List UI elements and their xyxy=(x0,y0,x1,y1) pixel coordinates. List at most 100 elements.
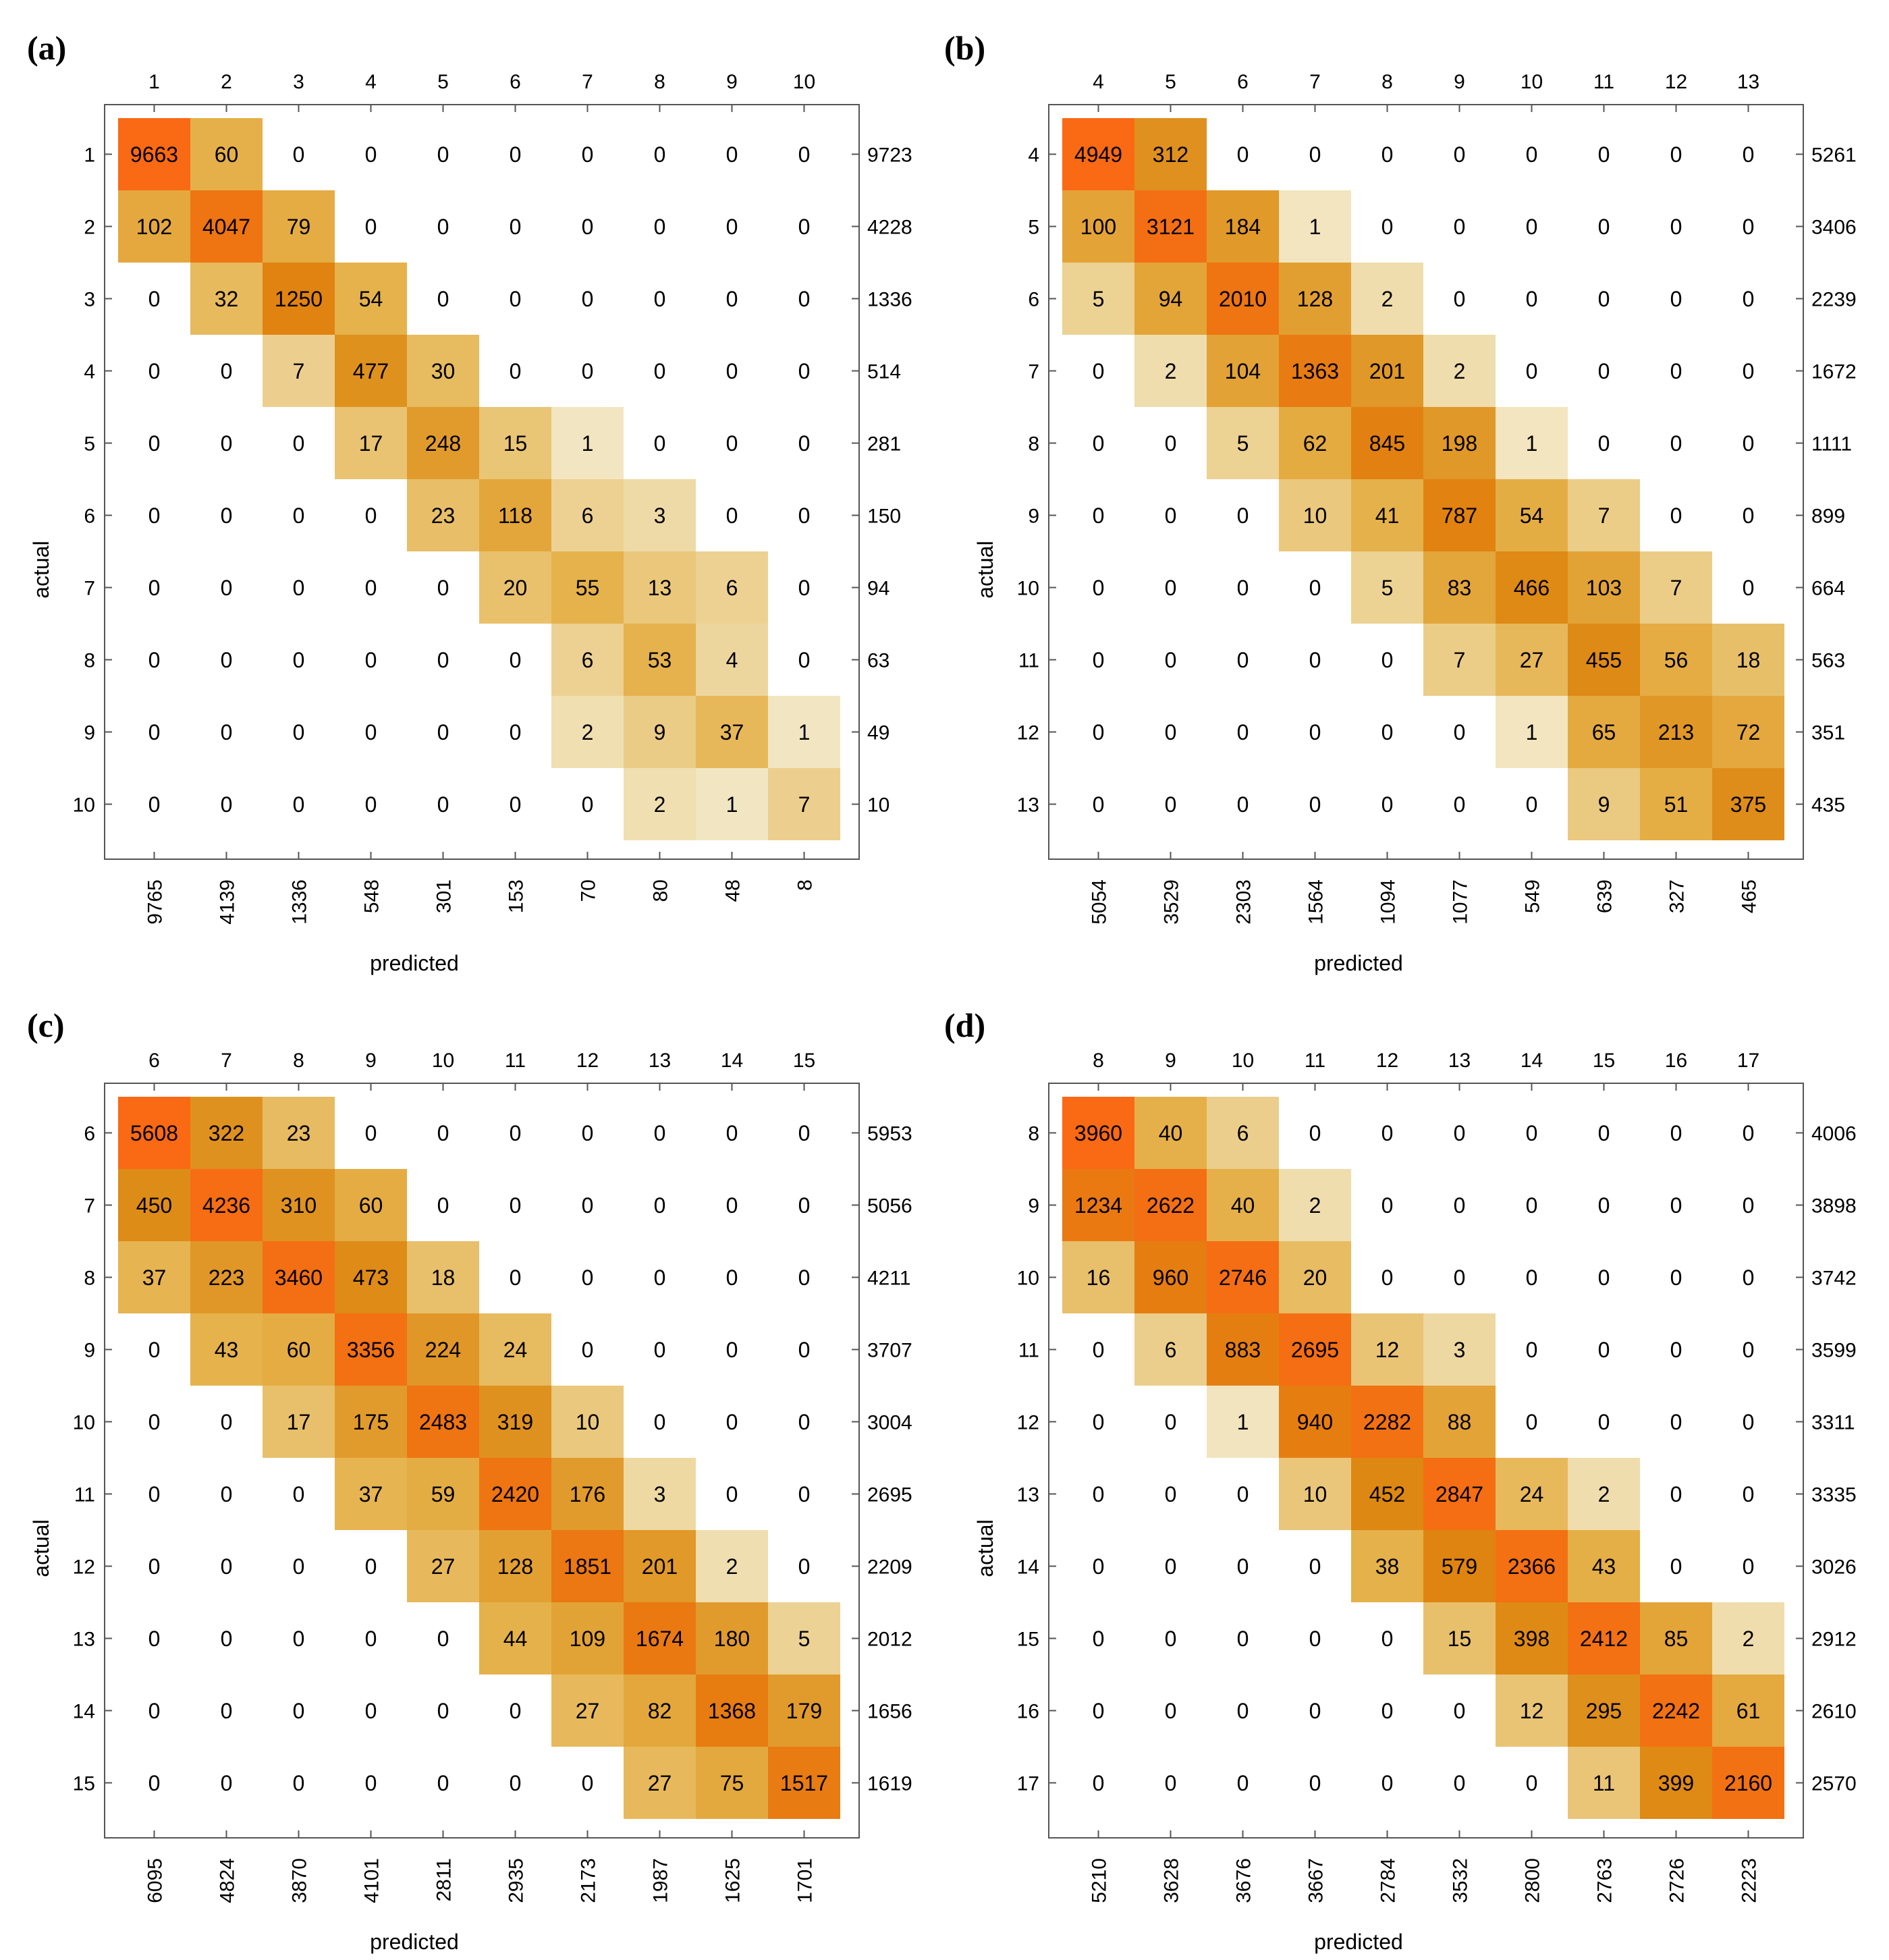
cell-value-label: 7 xyxy=(1454,648,1466,672)
cell-value-label: 0 xyxy=(798,503,811,528)
cell-value-label: 0 xyxy=(1743,576,1755,600)
cell-value-label: 2 xyxy=(654,792,666,817)
cell-value-label: 37 xyxy=(359,1482,383,1506)
y-tick-label: 15 xyxy=(1017,1629,1039,1651)
heatmap-cell xyxy=(1279,335,1351,407)
heatmap-cell xyxy=(479,1386,551,1458)
column-total-label: 465 xyxy=(1739,879,1761,913)
column-total-label: 9765 xyxy=(144,879,167,925)
heatmap-cell xyxy=(1351,263,1423,335)
cell-value-label: 0 xyxy=(1526,359,1538,383)
y-tick-label: 7 xyxy=(1028,361,1039,383)
row-total-label: 3311 xyxy=(1811,1412,1855,1434)
y-tick-label: 9 xyxy=(84,1340,95,1362)
cell-value-label: 0 xyxy=(437,1121,449,1145)
cell-value-label: 0 xyxy=(293,142,305,167)
heatmap-cell xyxy=(1496,1602,1568,1675)
cell-value-label: 0 xyxy=(221,1482,233,1506)
x-tick-label: 14 xyxy=(721,1050,743,1072)
cell-value-label: 0 xyxy=(726,215,738,239)
cell-value-label: 13 xyxy=(648,576,672,600)
heatmap-cell xyxy=(1279,1241,1351,1313)
heatmap-cell xyxy=(696,1675,768,1747)
cell-value-label: 94 xyxy=(1159,287,1183,311)
cell-value-label: 2622 xyxy=(1147,1193,1195,1218)
cell-value-label: 787 xyxy=(1442,503,1477,528)
cell-value-label: 0 xyxy=(1165,576,1177,600)
cell-value-label: 0 xyxy=(1598,1410,1610,1434)
cell-value-label: 2 xyxy=(582,720,594,744)
heatmap-cell xyxy=(407,407,479,479)
row-total-label: 2239 xyxy=(1811,289,1857,311)
heatmap-cell xyxy=(1134,190,1207,263)
cell-value-label: 0 xyxy=(1526,792,1538,817)
cell-value-label: 9 xyxy=(654,720,666,744)
cell-value-label: 0 xyxy=(1381,1265,1394,1290)
y-tick-label: 6 xyxy=(84,1123,95,1145)
cell-value-label: 0 xyxy=(293,1627,305,1651)
cell-value-label: 473 xyxy=(353,1265,389,1290)
cell-value-label: 54 xyxy=(359,287,383,311)
heatmap-cell xyxy=(1351,1530,1423,1602)
row-total-label: 5056 xyxy=(867,1195,912,1218)
y-tick-label: 4 xyxy=(1028,144,1039,167)
cell-value-label: 1 xyxy=(582,431,594,456)
heatmap-cell xyxy=(624,768,696,840)
cell-value-label: 248 xyxy=(425,431,461,456)
cell-value-label: 75 xyxy=(720,1771,744,1795)
cell-value-label: 5 xyxy=(1093,287,1105,311)
heatmap-cell xyxy=(1640,768,1712,840)
cell-value-label: 3 xyxy=(654,1482,666,1506)
cell-value-label: 4 xyxy=(726,648,738,672)
heatmap-cell xyxy=(696,1747,768,1819)
heatmap-cell xyxy=(479,407,551,479)
cell-value-label: 0 xyxy=(1309,648,1321,672)
heatmap-cell xyxy=(1640,696,1712,768)
cell-value-label: 17 xyxy=(359,431,383,456)
column-total-label: 3529 xyxy=(1161,879,1183,925)
cell-value-label: 0 xyxy=(798,1482,811,1506)
cell-value-label: 0 xyxy=(437,576,449,600)
cell-value-label: 0 xyxy=(1743,1265,1755,1290)
cell-value-label: 0 xyxy=(1093,648,1105,672)
heatmap-cell xyxy=(1496,1675,1568,1747)
cell-value-label: 201 xyxy=(1369,359,1405,383)
cell-value-label: 0 xyxy=(1743,359,1755,383)
cell-value-label: 0 xyxy=(365,1699,377,1723)
x-tick-label: 10 xyxy=(793,71,815,93)
heatmap-cell xyxy=(190,118,263,190)
cell-value-label: 0 xyxy=(148,1627,161,1651)
y-axis-label: actual xyxy=(973,541,997,598)
heatmap-cell xyxy=(1423,479,1496,551)
x-tick-label: 6 xyxy=(148,1050,160,1072)
heatmap-cell xyxy=(1062,190,1134,263)
column-total-label: 327 xyxy=(1666,879,1689,913)
heatmap-cell xyxy=(1062,1169,1134,1241)
heatmap-cell xyxy=(551,1386,624,1458)
x-tick-label: 13 xyxy=(649,1050,671,1072)
cell-value-label: 0 xyxy=(726,359,738,383)
cell-value-label: 0 xyxy=(1670,431,1682,456)
heatmap-cell xyxy=(118,1169,190,1241)
cell-value-label: 0 xyxy=(798,287,811,311)
cell-value-label: 0 xyxy=(1598,1121,1610,1145)
cell-value-label: 1 xyxy=(798,720,811,744)
cell-value-label: 0 xyxy=(221,1554,233,1579)
cell-value-label: 15 xyxy=(1448,1627,1472,1651)
cell-value-label: 10 xyxy=(1303,503,1327,528)
cell-value-label: 59 xyxy=(431,1482,456,1506)
y-tick-label: 4 xyxy=(84,361,95,383)
heatmap-cell xyxy=(407,1458,479,1530)
row-total-label: 10 xyxy=(867,794,889,817)
cell-value-label: 201 xyxy=(642,1554,678,1579)
cell-value-label: 60 xyxy=(287,1338,311,1362)
column-total-label: 8 xyxy=(794,879,817,891)
heatmap-cell xyxy=(1207,1169,1279,1241)
cell-value-label: 0 xyxy=(726,431,738,456)
cell-value-label: 0 xyxy=(582,792,594,817)
y-tick-label: 7 xyxy=(84,1195,95,1218)
cell-value-label: 0 xyxy=(726,1338,738,1362)
cell-value-label: 12 xyxy=(1375,1338,1400,1362)
cell-value-label: 0 xyxy=(582,142,594,167)
